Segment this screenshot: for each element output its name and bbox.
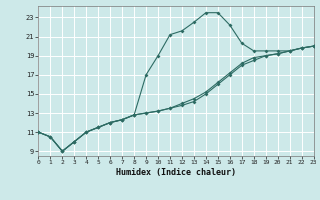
X-axis label: Humidex (Indice chaleur): Humidex (Indice chaleur) xyxy=(116,168,236,177)
